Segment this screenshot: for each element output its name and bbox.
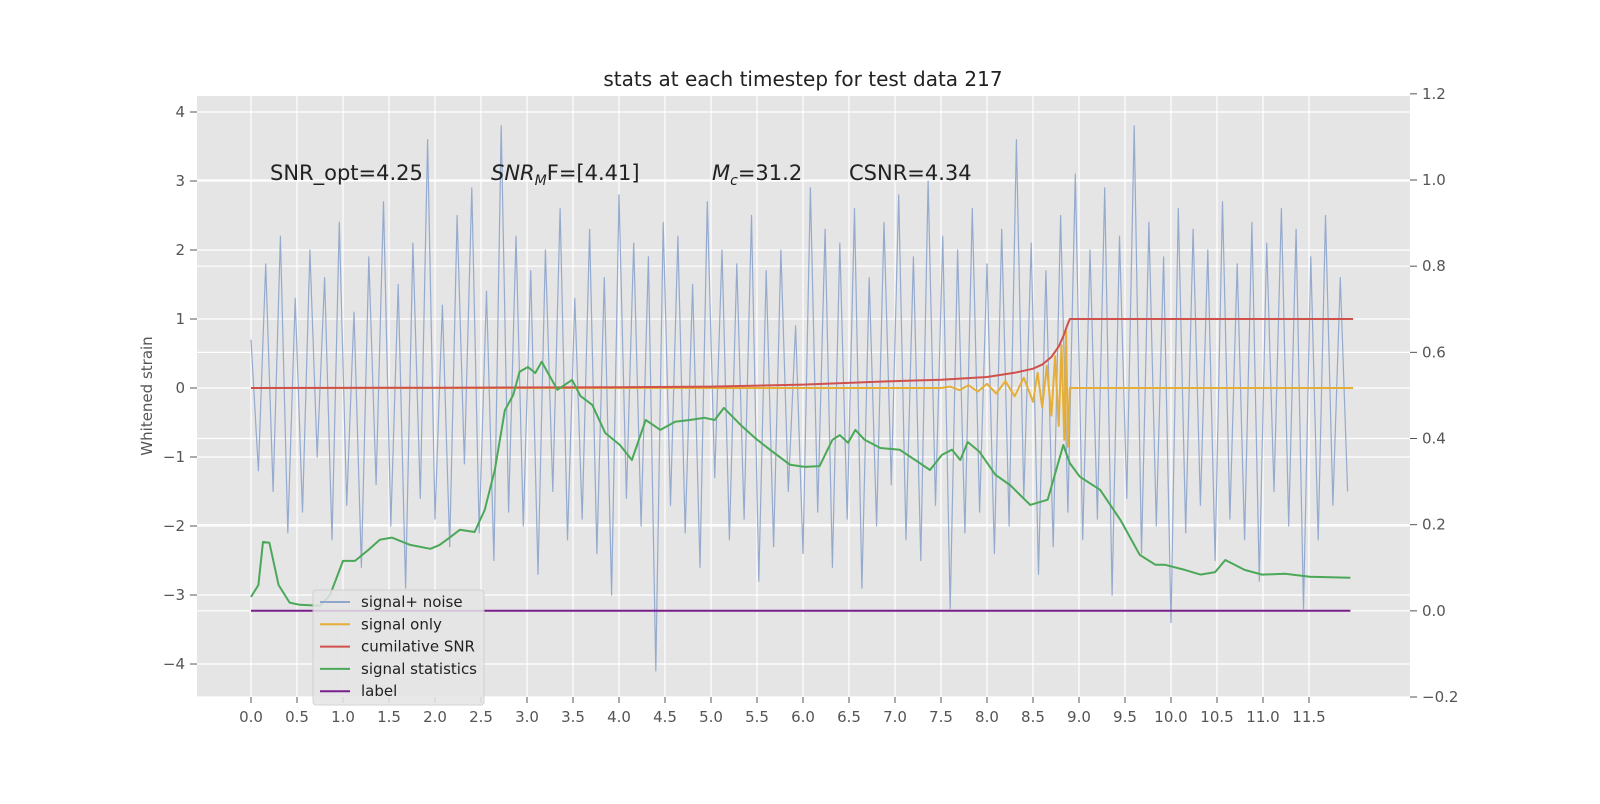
y-tick-label: −4 (163, 655, 185, 673)
annotation: SNR_opt=4.25 (270, 161, 423, 186)
annotation-text: CSNR=4.34 (849, 161, 972, 185)
y-axis-label: Whitened strain (138, 336, 156, 455)
x-tick-label: 9.5 (1113, 708, 1137, 726)
x-tick-label: 6.0 (791, 708, 815, 726)
y2-tick-label: 0.2 (1422, 516, 1446, 534)
legend-label: signal only (361, 615, 442, 633)
series-line (250, 125, 1349, 672)
x-tick-label: 9.0 (1067, 708, 1091, 726)
y2-tick-label: 0.6 (1422, 343, 1446, 361)
y-tick-label: 1 (175, 310, 185, 328)
x-tick-label: 8.5 (1021, 708, 1045, 726)
x-tick-label: 0.5 (285, 708, 309, 726)
y2-tick-label: −0.2 (1422, 688, 1458, 706)
legend-label: label (361, 682, 397, 700)
series-line (251, 330, 1354, 448)
y-tick-label: −2 (163, 517, 185, 535)
y2-tick-label: 1.2 (1422, 85, 1446, 103)
y-tick-label: 0 (175, 379, 185, 397)
y-tick-label: −1 (163, 448, 185, 466)
annotation-subscript: M (535, 173, 547, 189)
annotation-text: SNR_opt=4.25 (270, 161, 423, 186)
y-tick-label: 3 (175, 172, 185, 190)
x-tick-label: 2.0 (423, 708, 447, 726)
legend-label: cumilative SNR (361, 638, 475, 656)
annotation: SNRMF=[4.41] (491, 161, 640, 189)
x-tick-label: 4.0 (607, 708, 631, 726)
y-tick-label: −3 (163, 586, 185, 604)
annotation: CSNR=4.34 (849, 161, 972, 185)
x-tick-label: 10.5 (1200, 708, 1233, 726)
annotation-text: SNR (491, 161, 535, 185)
y2-tick-label: 0.0 (1422, 602, 1446, 620)
x-tick-label: 8.0 (975, 708, 999, 726)
annotation-text: =31.2 (738, 161, 802, 185)
x-tick-label: 3.0 (515, 708, 539, 726)
x-tick-label: 4.5 (653, 708, 677, 726)
x-tick-label: 3.5 (561, 708, 585, 726)
chart-title: stats at each timestep for test data 217 (603, 67, 1002, 91)
annotation-text: F=[4.41] (547, 161, 640, 185)
x-tick-label: 1.5 (377, 708, 401, 726)
y2-tick-label: 0.8 (1422, 257, 1446, 275)
x-tick-label: 5.5 (745, 708, 769, 726)
legend-label: signal+ noise (361, 593, 463, 611)
annotation: Mc=31.2 (712, 161, 802, 189)
series-line (250, 318, 1354, 389)
y2-tick-label: 1.0 (1422, 171, 1446, 189)
x-tick-label: 1.0 (331, 708, 355, 726)
y2-tick-label: 0.4 (1422, 430, 1446, 448)
x-tick-label: 11.5 (1292, 708, 1325, 726)
annotation-subscript: c (730, 173, 738, 189)
x-tick-label: 10.0 (1154, 708, 1187, 726)
x-tick-label: 11.0 (1246, 708, 1279, 726)
annotation-text: M (712, 161, 730, 185)
x-tick-label: 2.5 (469, 708, 493, 726)
x-tick-label: 6.5 (837, 708, 861, 726)
x-tick-label: 7.5 (929, 708, 953, 726)
y-tick-label: 2 (175, 241, 185, 259)
x-tick-label: 0.0 (239, 708, 263, 726)
legend-label: signal statistics (361, 660, 477, 678)
y-tick-label: 4 (175, 103, 185, 121)
x-tick-label: 7.0 (883, 708, 907, 726)
series-line (250, 360, 1351, 607)
legend-box (312, 589, 485, 706)
x-tick-label: 5.0 (699, 708, 723, 726)
